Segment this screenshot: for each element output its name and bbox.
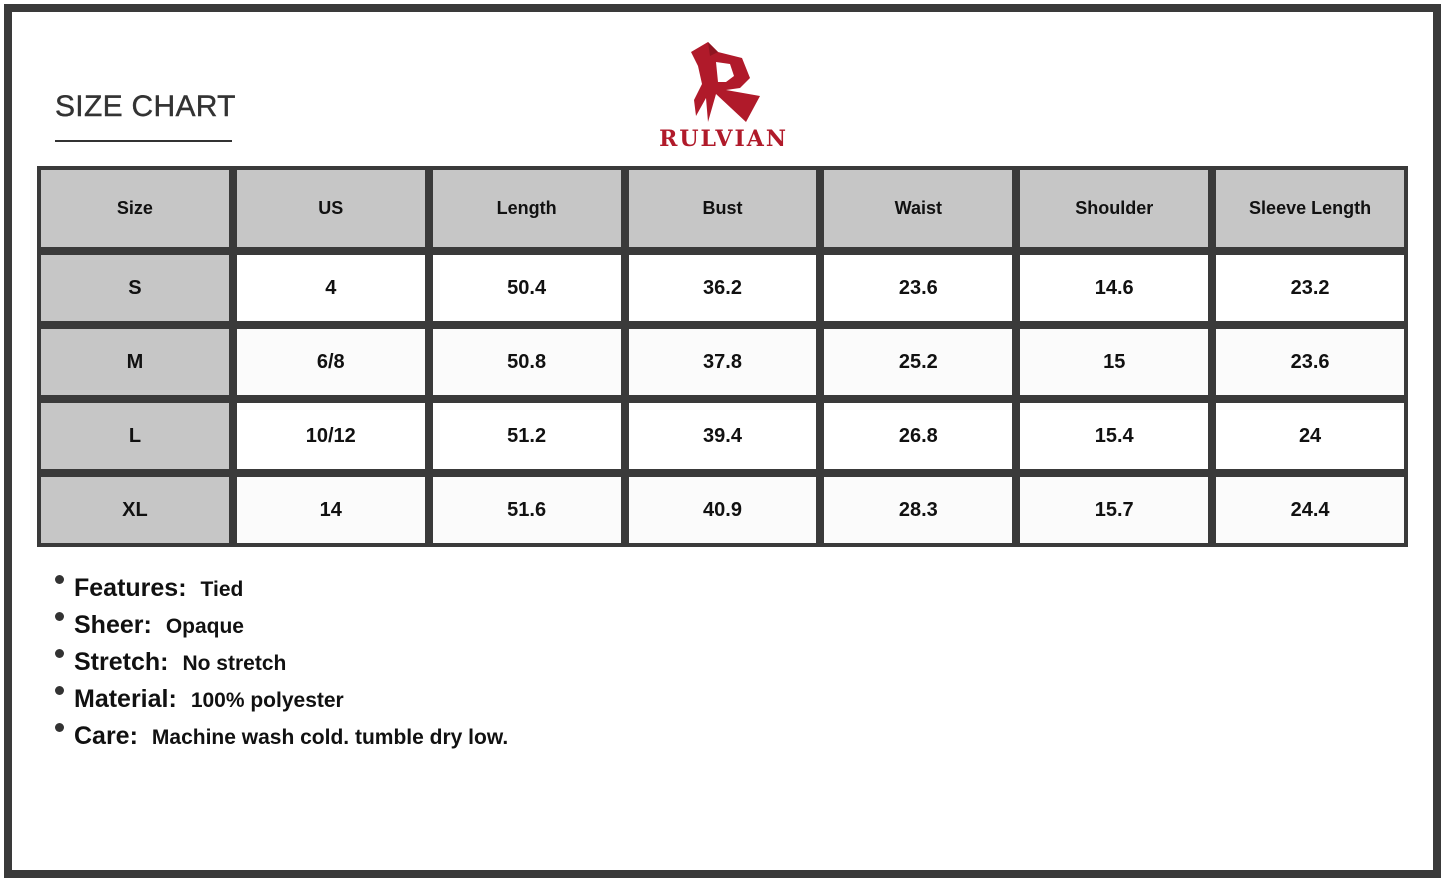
table-cell: 36.2 <box>628 255 817 321</box>
table-cell: 24.4 <box>1216 477 1404 543</box>
table-cell: 14.6 <box>1020 255 1209 321</box>
size-label-cell: S <box>41 255 229 321</box>
bullet-icon <box>55 575 64 584</box>
table-cell: 15 <box>1020 329 1209 395</box>
brand-logo: RULVIAN <box>646 38 801 156</box>
spec-value: 100% polyester <box>190 689 344 712</box>
table-cell: 51.2 <box>432 403 621 469</box>
spec-item: Sheer: Opaque <box>55 611 508 648</box>
bullet-icon <box>55 686 64 695</box>
column-header: Waist <box>824 170 1013 247</box>
column-header: Size <box>41 170 229 247</box>
column-header: Shoulder <box>1020 170 1209 247</box>
table-cell: 15.7 <box>1020 477 1209 543</box>
brand-name: RULVIAN <box>659 126 788 152</box>
table-cell: 23.2 <box>1216 255 1404 321</box>
spec-label: Material: <box>74 685 177 713</box>
page-title: SIZE CHART <box>55 90 236 123</box>
title-underline <box>55 140 232 142</box>
spec-value: Opaque <box>165 615 244 638</box>
table-cell: 6/8 <box>236 329 425 395</box>
table-cell: 50.8 <box>432 329 621 395</box>
bullet-icon <box>55 612 64 621</box>
table-cell: 26.8 <box>824 403 1013 469</box>
table-cell: 14 <box>236 477 425 543</box>
column-header: Sleeve Length <box>1216 170 1404 247</box>
spec-label: Care: <box>74 722 138 750</box>
size-label-cell: XL <box>41 477 229 543</box>
table-cell: 4 <box>236 255 425 321</box>
rulvian-r-logo-icon <box>691 42 760 122</box>
size-label-cell: L <box>41 403 229 469</box>
table-cell: 39.4 <box>628 403 817 469</box>
table-cell: 28.3 <box>824 477 1013 543</box>
table-cell: 37.8 <box>628 329 817 395</box>
table-cell: 50.4 <box>432 255 621 321</box>
table-cell: 15.4 <box>1020 403 1209 469</box>
table-cell: 24 <box>1216 403 1404 469</box>
column-header: US <box>236 170 425 247</box>
spec-label: Features: <box>74 574 187 602</box>
bullet-icon <box>55 723 64 732</box>
spec-value: Tied <box>200 578 244 601</box>
table-cell: 51.6 <box>432 477 621 543</box>
product-specs-list: Features: Tied Sheer: Opaque Stretch: No stre… <box>55 574 508 759</box>
table-cell: 23.6 <box>1216 329 1404 395</box>
column-header: Bust <box>628 170 817 247</box>
table-cell: 23.6 <box>824 255 1013 321</box>
spec-label: Stretch: <box>74 648 169 676</box>
spec-item: Material: 100% polyester <box>55 685 508 722</box>
size-table: Size US Length Bust Waist Shoulder Sleeve Leng… <box>37 166 1408 547</box>
bullet-icon <box>55 649 64 658</box>
table-cell: 10/12 <box>236 403 425 469</box>
size-label-cell: M <box>41 329 229 395</box>
spec-label: Sheer: <box>74 611 152 639</box>
spec-item: Stretch: No stretch <box>55 648 508 685</box>
spec-item: Features: Tied <box>55 574 508 611</box>
column-header: Length <box>432 170 621 247</box>
table-cell: 25.2 <box>824 329 1013 395</box>
spec-value: No stretch <box>182 652 287 675</box>
spec-value: Machine wash cold. tumble dry low. <box>151 726 509 749</box>
table-cell: 40.9 <box>628 477 817 543</box>
spec-item: Care: Machine wash cold. tumble dry low. <box>55 722 508 759</box>
